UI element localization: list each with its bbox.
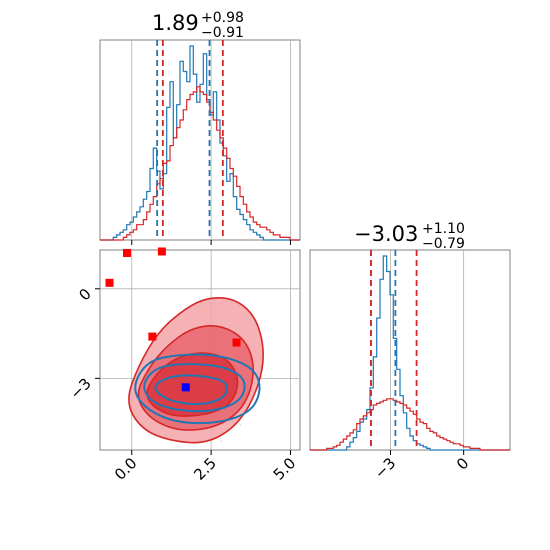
histogram-p1 [100,40,300,241]
scatter-point [239,424,242,426]
marker-red [232,338,241,347]
y-tick-label: −3 [66,374,94,402]
title-p1-upper: +0.98 [201,10,244,26]
title-p2: −3.03 +1.10 −0.79 [354,221,465,252]
title-p2-value: −3.03 [354,222,418,246]
panel-p1-histogram [99,39,301,241]
marker-red [157,247,166,256]
histogram-p2-blue [310,255,510,451]
marker-blue [181,383,190,392]
x-tick-label: 2.5 [190,454,220,484]
panel-p2-histogram [309,249,511,451]
title-p1-lower: −0.91 [201,25,244,41]
contour-blue-level [143,363,246,413]
contour-blue-level [134,353,261,425]
x-tick-label: 5.0 [270,454,300,484]
title-p1-value: 1.89 [152,11,199,35]
histogram-p1-blue [100,45,300,241]
marker-red [122,248,131,257]
x-tick-label: 0.0 [111,454,141,484]
title-p1: 1.89 +0.98 −0.91 [152,10,244,41]
title-p2-lower: −0.79 [422,236,465,252]
x-tick-label: 0 [453,454,472,473]
histogram-p1-red [100,86,300,241]
title-p2-upper: +1.10 [422,221,465,237]
marker-red [105,278,114,287]
histogram-p2-red [310,398,510,451]
marker-red [148,332,157,341]
joint-distribution [105,247,264,444]
contour-blue-level [154,374,229,406]
y-tick-label: 0 [75,285,94,304]
x-tick-label: −3 [371,454,399,482]
scatter-point [220,440,223,443]
histogram-p2 [310,250,510,451]
